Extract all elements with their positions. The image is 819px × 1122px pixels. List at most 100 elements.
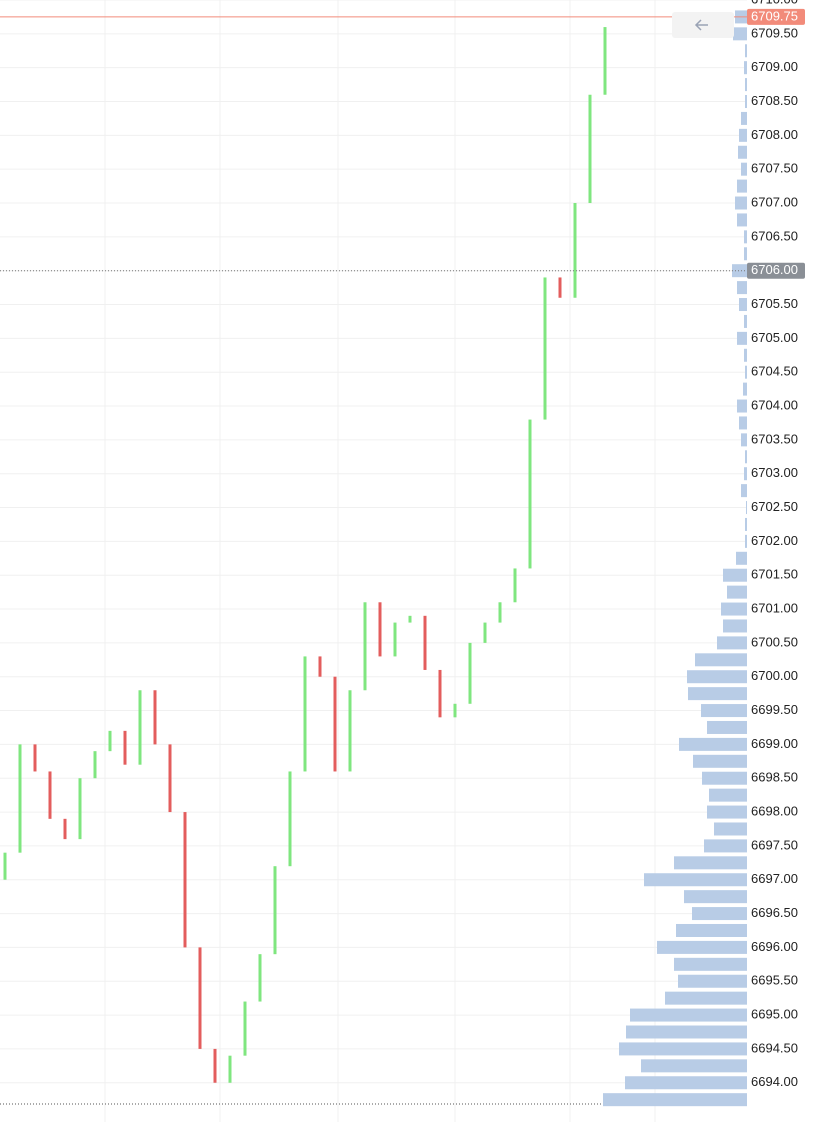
candle-body: [468, 642, 472, 704]
y-tick-label: 6703.50: [751, 431, 798, 446]
volume-bar: [739, 416, 747, 430]
y-tick-label: 6705.00: [751, 330, 798, 345]
volume-bar: [745, 95, 747, 109]
volume-bar: [737, 213, 747, 227]
volume-bar: [717, 636, 747, 650]
y-tick-label: 6697.00: [751, 871, 798, 886]
last-price-label-bg: [747, 8, 805, 25]
y-tick-label: 6699.50: [751, 702, 798, 717]
volume-bar: [721, 602, 747, 616]
candle-body: [288, 771, 292, 867]
volume-bar: [665, 991, 747, 1005]
candle-body: [363, 602, 367, 691]
volume-bar: [644, 873, 747, 887]
candle-body: [153, 690, 157, 745]
y-tick-label: 6710.00: [751, 0, 798, 6]
volume-bar: [737, 399, 747, 413]
volume-bar: [603, 1093, 747, 1107]
candle-body: [3, 852, 7, 880]
y-tick-label: 6694.50: [751, 1040, 798, 1055]
volume-bar: [714, 822, 747, 836]
volume-bar: [678, 974, 747, 988]
candle-body: [408, 615, 412, 623]
candle-body: [63, 818, 67, 840]
candle-body: [138, 690, 142, 765]
candle-body: [348, 690, 352, 772]
volume-bar: [704, 839, 747, 853]
candle-body: [303, 656, 307, 772]
candle-body: [588, 94, 592, 204]
y-tick-label: 6700.00: [751, 668, 798, 683]
volume-bar: [693, 754, 747, 768]
crosshair-label: 6706.00: [751, 262, 798, 277]
candle-body: [108, 730, 112, 752]
volume-bar: [737, 281, 747, 295]
y-tick-label: 6699.00: [751, 736, 798, 751]
candle-body: [558, 277, 562, 298]
volume-bar: [746, 501, 747, 515]
volume-bar: [744, 467, 747, 481]
y-tick-label: 6695.00: [751, 1007, 798, 1022]
crosshair-label-bg: [747, 262, 805, 279]
volume-bar: [676, 923, 747, 937]
candle-body: [123, 730, 127, 765]
volume-bar: [709, 788, 747, 802]
candle-body: [513, 568, 517, 603]
vertical-grid: [104, 0, 656, 1122]
candle-body: [198, 947, 202, 1049]
candle-body: [603, 27, 607, 95]
volume-bar: [702, 771, 747, 785]
volume-bar: [692, 907, 747, 921]
y-tick-label: 6706.50: [751, 228, 798, 243]
volume-bar: [745, 517, 747, 531]
volume-bar: [745, 365, 747, 379]
candle-body: [33, 744, 37, 772]
back-arrow-icon[interactable]: [694, 19, 708, 31]
candle-body: [528, 419, 532, 569]
volume-bar: [744, 230, 747, 244]
y-tick-label: 6700.50: [751, 634, 798, 649]
candle-body: [498, 602, 502, 623]
volume-bar: [744, 348, 747, 362]
volume-bar: [739, 128, 747, 142]
y-tick-label: 6696.50: [751, 905, 798, 920]
volume-bar: [741, 111, 747, 125]
volume-bar: [626, 1025, 747, 1039]
volume-bar: [723, 568, 747, 582]
y-tick-label: 6702.50: [751, 499, 798, 514]
candle-body: [423, 615, 427, 670]
volume-bar: [630, 1008, 747, 1022]
candle-body: [93, 751, 97, 779]
volume-bar: [745, 450, 747, 464]
volume-bar: [744, 314, 747, 328]
volume-bar: [745, 44, 747, 58]
volume-bar: [723, 619, 747, 633]
y-tick-label: 6702.00: [751, 533, 798, 548]
y-tick-label: 6701.50: [751, 567, 798, 582]
volume-bar: [743, 382, 747, 396]
candle-body: [543, 277, 547, 420]
y-tick-label: 6694.00: [751, 1074, 798, 1089]
candle-body: [243, 1001, 247, 1056]
y-tick-label: 6707.50: [751, 161, 798, 176]
volume-bar: [738, 145, 747, 159]
candle-body: [78, 778, 82, 840]
candle-body: [483, 622, 487, 643]
candle-body: [258, 954, 262, 1002]
y-tick-label: 6698.50: [751, 770, 798, 785]
last-price-label: 6709.75: [751, 8, 798, 23]
volume-bar: [727, 585, 747, 599]
back-button[interactable]: [672, 12, 734, 38]
volume-bar: [741, 162, 747, 176]
volume-bar: [701, 704, 747, 718]
y-tick-label: 6704.50: [751, 364, 798, 379]
volume-bar: [745, 78, 747, 92]
volume-bar: [688, 687, 747, 701]
volume-bar: [707, 720, 747, 734]
volume-bar: [745, 534, 747, 548]
volume-bar: [744, 247, 747, 261]
y-tick-label: 6708.50: [751, 93, 798, 108]
candle-body: [378, 602, 382, 657]
